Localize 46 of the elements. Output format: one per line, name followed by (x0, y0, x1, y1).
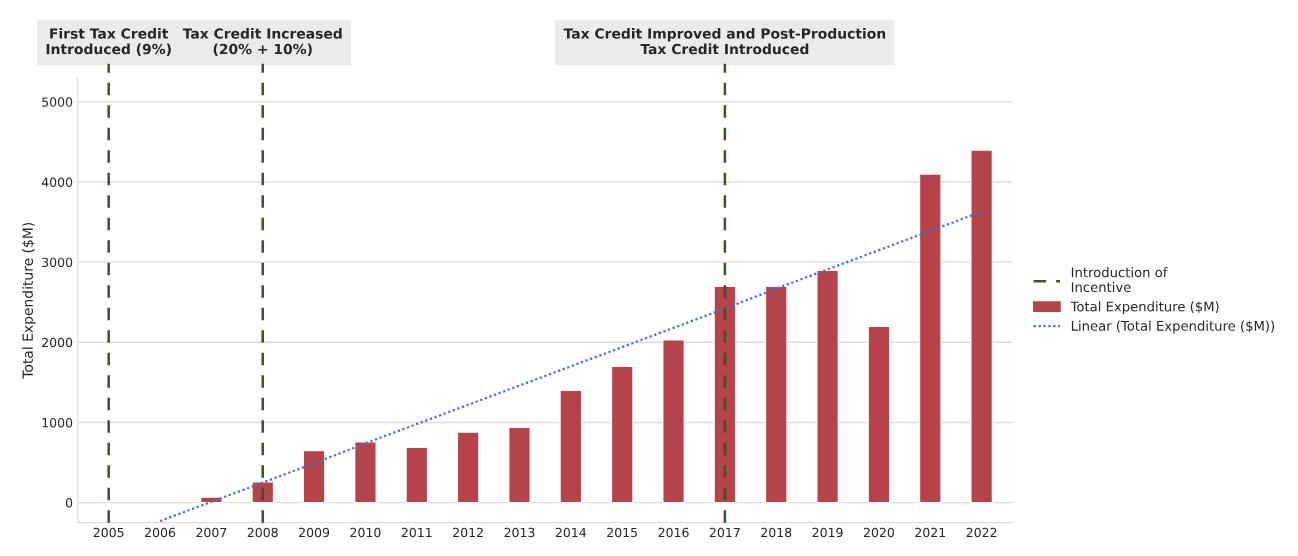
bar (302, 449, 326, 504)
x-tick-label: 2022 (966, 527, 997, 538)
x-tick-label: 2013 (504, 527, 535, 538)
x-tick-label: 2012 (453, 527, 483, 538)
x-tick-label: 2005 (93, 527, 124, 538)
bar (816, 269, 840, 504)
text: Introduction of Incentive (1071, 267, 1168, 293)
x-tick-label: 2018 (761, 527, 792, 538)
bar (662, 339, 686, 504)
bar (918, 173, 942, 504)
x-tick-label: 2008 (247, 527, 278, 538)
x-tick-label: 2006 (145, 527, 176, 538)
bar (867, 325, 891, 504)
x-tick-label: 2020 (863, 527, 895, 538)
bar (970, 149, 994, 504)
x-tick-label: 2019 (812, 527, 843, 538)
bar (508, 426, 531, 504)
x-tick-label: 2017 (709, 527, 740, 538)
x-tick-label: 2011 (401, 527, 432, 538)
x-tick-label: 2015 (607, 527, 637, 538)
x-tick-label: 2009 (299, 527, 330, 538)
bar (456, 431, 480, 504)
bar (559, 389, 583, 504)
bar (764, 285, 788, 504)
x-tick-label: 2010 (350, 527, 381, 538)
bar (405, 446, 429, 504)
y-tick-label: 4000 (41, 177, 73, 187)
bar (610, 365, 634, 504)
line-series (158, 210, 983, 523)
y-tick-label: 3000 (42, 257, 73, 268)
x-tick-label: 2016 (658, 527, 689, 538)
y-axis-title: Total Expenditure ($M) (22, 222, 36, 379)
legend-label: Linear (Total Expenditure ($M)) (1071, 320, 1275, 334)
bar (353, 440, 377, 504)
x-tick-label: 2021 (915, 527, 946, 538)
bar (713, 285, 737, 504)
legend-label: Total Expenditure ($M) (1070, 301, 1219, 315)
x-tick-label: 2007 (196, 527, 227, 538)
y-tick-label: 2000 (42, 337, 73, 348)
x-tick-label: 2014 (555, 527, 587, 538)
ref-line-label: First Tax Credit Introduced (9%) (46, 28, 171, 56)
y-tick-label: 0 (65, 498, 73, 508)
ref-line-label: Tax Credit Increased (20% + 10%) (182, 28, 342, 56)
y-tick-label: 5000 (42, 97, 73, 107)
y-tick-label: 1000 (42, 417, 73, 428)
ref-line-label: Tax Credit Improved and Post-Production Tax Credit Introduced (563, 28, 886, 55)
